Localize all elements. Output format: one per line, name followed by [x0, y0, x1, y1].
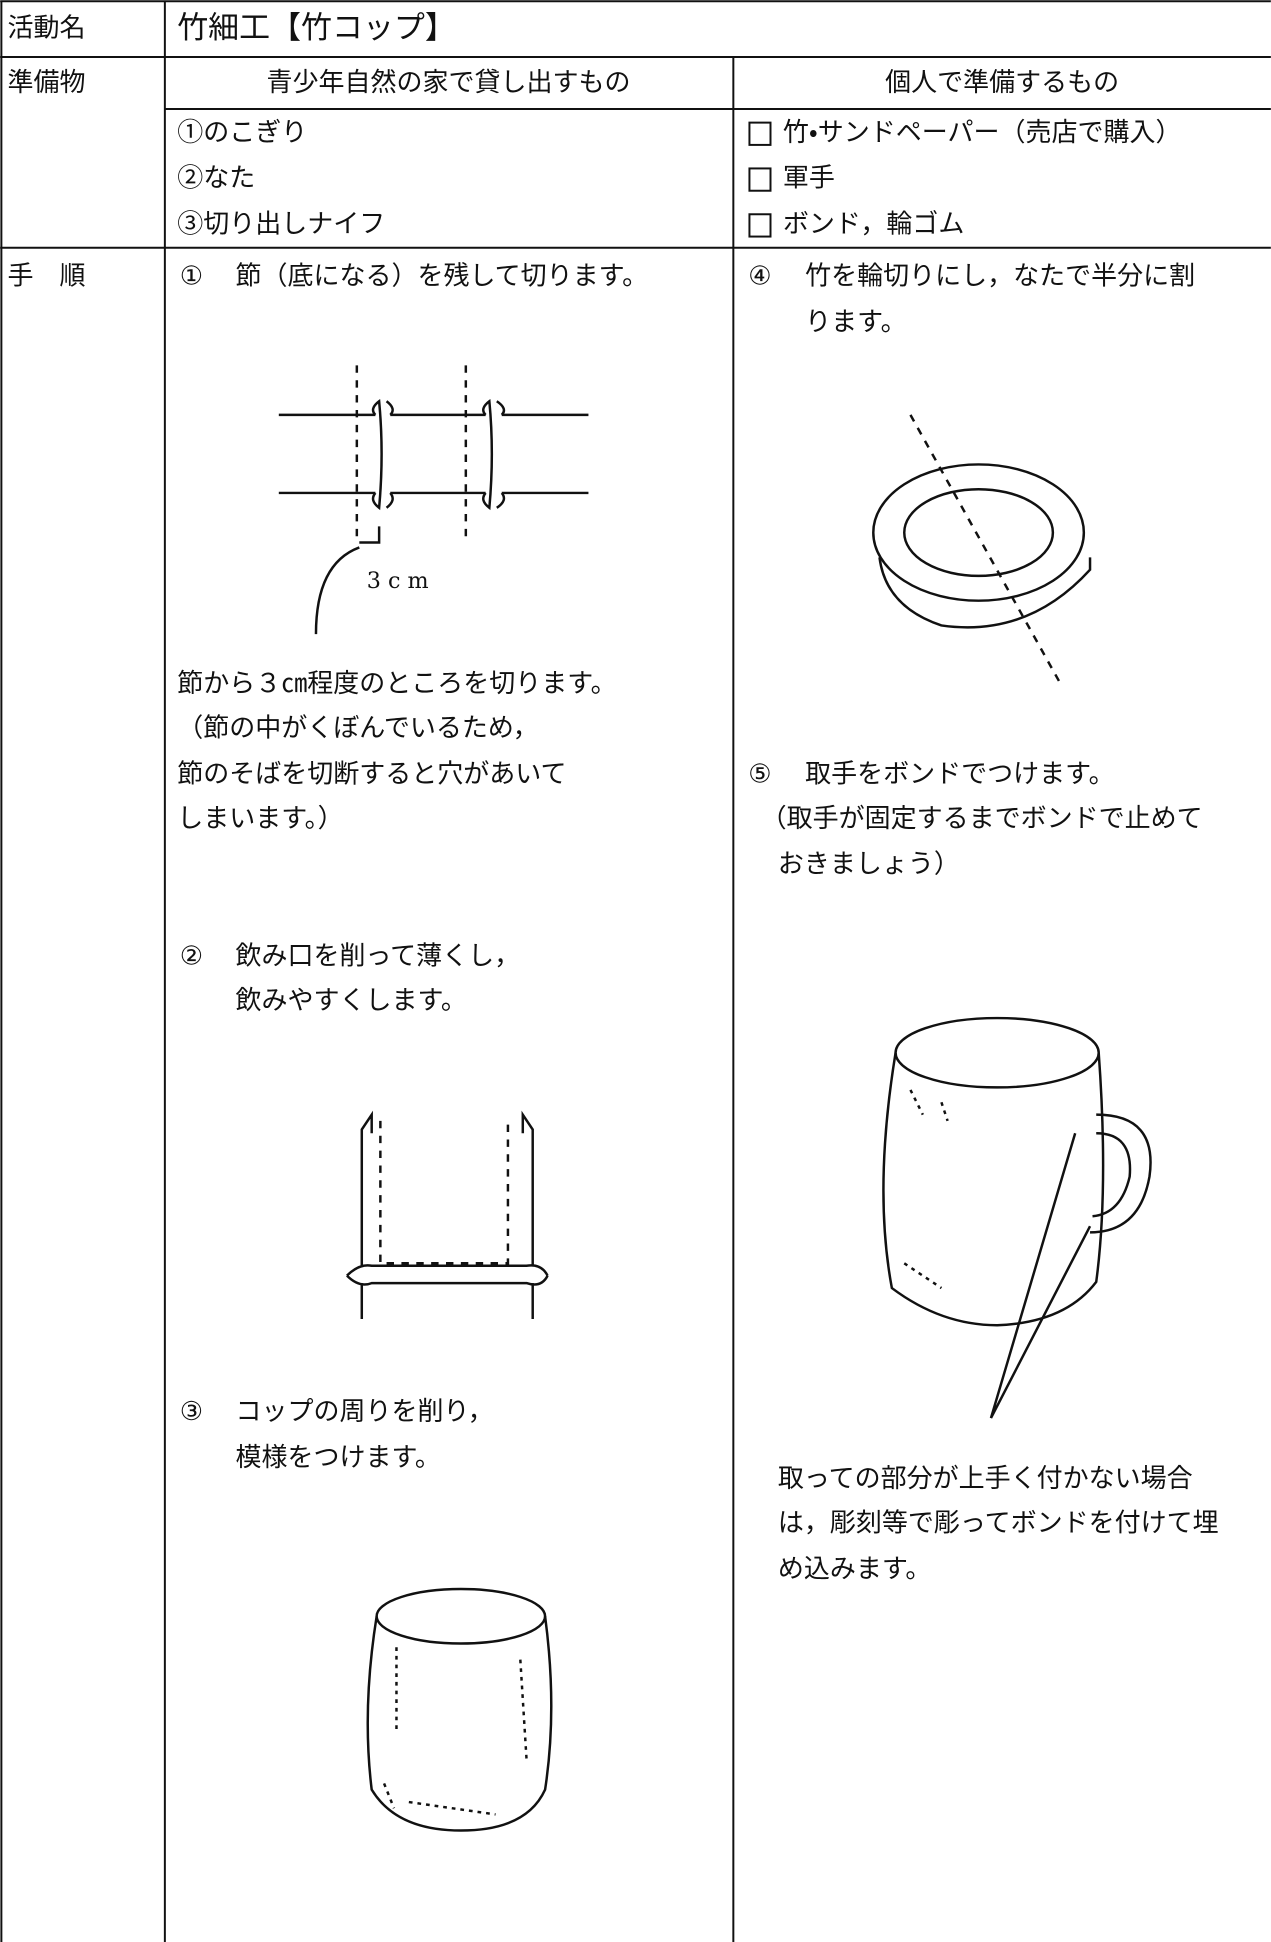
step-text: 飲み口を削って薄くし，	[235, 941, 520, 971]
personal-heading: 個人で準備するもの	[885, 68, 1119, 98]
step-marker: ①	[180, 261, 203, 291]
step-note: （取手が固定するまでボンドで止めて	[761, 804, 1203, 834]
lent-item: ③切り出しナイフ	[177, 209, 385, 239]
step-text: 取手をボンドでつけます。	[805, 759, 1114, 789]
cup-cut-diagram	[346, 1110, 549, 1320]
procedure-label: 手 順	[8, 261, 86, 291]
step-marker: ③	[180, 1397, 203, 1427]
step-note: 節のそばを切断すると穴があいて	[177, 759, 566, 789]
prep-label: 準備物	[8, 68, 86, 98]
bamboo-cut-diagram	[278, 365, 589, 635]
step-marker: ②	[180, 941, 203, 971]
lent-item: ②なた	[177, 164, 255, 194]
cup-illustration	[366, 1587, 553, 1832]
step-text: コップの周りを削り，	[235, 1397, 493, 1427]
lent-heading: 青少年自然の家で貸し出すもの	[266, 68, 630, 98]
personal-item: 軍手	[783, 164, 835, 194]
diagram-label: 3 c m	[367, 568, 429, 594]
ring-illustration	[872, 414, 1092, 682]
step-marker: ④	[748, 261, 771, 291]
step-text: ります。	[805, 307, 906, 337]
step-note: （節の中がくぼんでいるため，	[177, 713, 538, 743]
step-marker: ⑤	[748, 759, 771, 789]
step-note: 節から３㎝程度のところを切ります。	[177, 669, 616, 699]
mug-illustration	[882, 1016, 1152, 1419]
step-note: 取っての部分が上手く付かない場合	[778, 1464, 1193, 1494]
personal-item: ボンド，輪ゴム	[783, 209, 964, 239]
personal-item: 竹・サンドペーパー（売店で購入）	[783, 118, 1182, 148]
step-note: しまいます。）	[177, 804, 343, 834]
step-text: 節（底になる）を残して切ります。	[235, 261, 648, 291]
step-note: おきましょう）	[778, 850, 960, 880]
header-label: 活動名	[8, 14, 86, 44]
header-title: 竹細工【竹コップ】	[177, 10, 456, 46]
step-note: は，彫刻等で彫ってボンドを付けて埋	[778, 1509, 1219, 1539]
step-note: め込みます。	[778, 1554, 931, 1584]
step-text: 竹を輪切りにし，なたで半分に割	[805, 261, 1195, 291]
checkboxes	[748, 121, 772, 238]
lent-item: ①のこぎり	[177, 118, 307, 148]
step-text: 模様をつけます。	[235, 1443, 440, 1473]
step-text: 飲みやすくします。	[235, 986, 466, 1016]
